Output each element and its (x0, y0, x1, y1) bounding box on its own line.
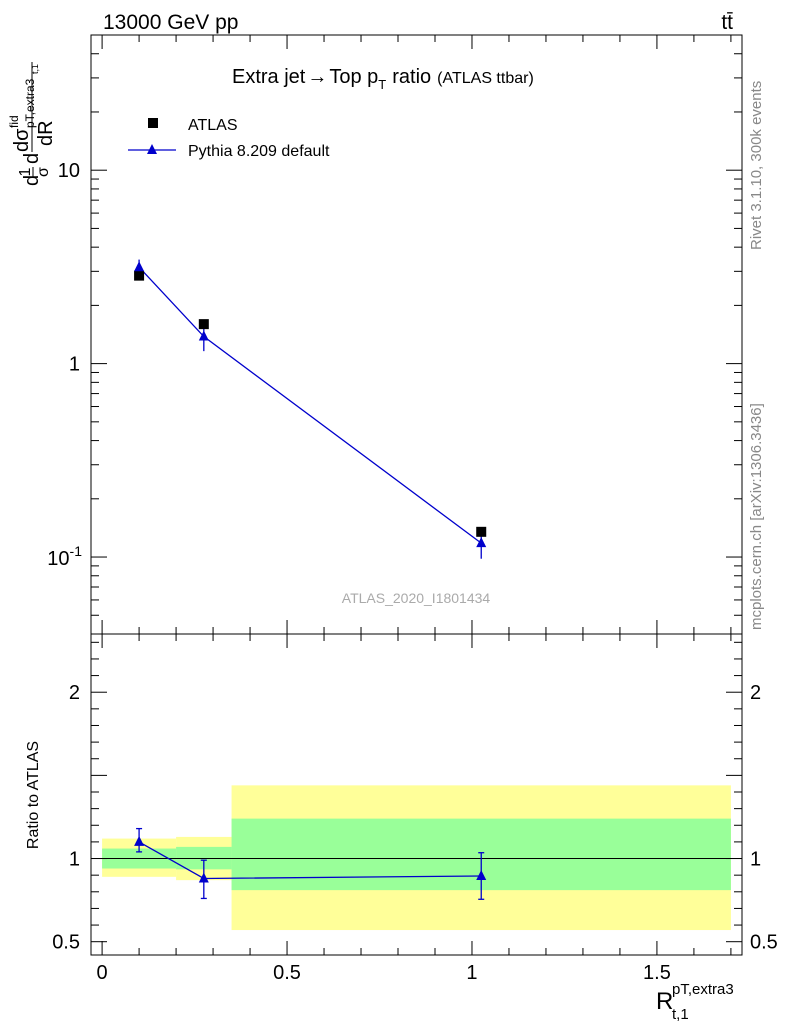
x-tick-label: 1.5 (643, 962, 671, 984)
xlabel-main: R (656, 988, 673, 1015)
xlabel-sup: pT,extra3 (672, 981, 734, 998)
ylabel-sub2: t,1 (30, 64, 40, 74)
ratio-y-tick-label-right: 1 (750, 849, 761, 871)
ratio-pythia-point (476, 869, 487, 880)
ratio-axis-ticks (91, 634, 742, 955)
ratio-y-tick-label-right: 0.5 (750, 932, 778, 954)
ratio-y-tick-label: 2 (69, 682, 80, 704)
legend-pythia-marker (147, 144, 157, 154)
ratio-panel: 0.5 0.5 1 1 2 2 0 0.5 1 1.5 Ratio to ATLAS R pT,… (25, 633, 778, 1023)
x-tick-label: 1 (466, 962, 477, 984)
ratio-pythia-point (198, 872, 209, 883)
ylabel-dsigma: dσ (11, 128, 33, 152)
main-y-axis-label: d 1 σ d dσ fid pT,extra3 t,1 dR (7, 62, 57, 186)
ratio-y-tick-label-right: 2 (750, 682, 761, 704)
atlas-data-point (198, 319, 209, 330)
main-y-tick-labels: 10-1 1 10 (47, 160, 82, 570)
x-axis-label: R (656, 988, 673, 1015)
ratio-series-layer (134, 827, 487, 900)
title-note: (ATLAS ttbar) (437, 70, 534, 87)
mcplots-label: mcplots.cern.ch [arXiv:1306.3436] (748, 403, 765, 630)
title-tail: ratio (392, 66, 431, 88)
title-lead: Extra jet (232, 66, 306, 88)
main-y-tick-label: 10 (58, 160, 80, 182)
main-panel: 10-1 1 10 Extra jet → Top pT ratio (ATLAS ttba… (7, 34, 743, 635)
pythia-point (476, 537, 487, 548)
ylabel-fid: fid (7, 115, 21, 128)
analysis-id-label: ATLAS_2020_I1801434 (342, 590, 491, 606)
ylabel-d2: d (21, 153, 43, 164)
atlas-data-point (134, 270, 145, 281)
main-y-tick-label: 10-1 (47, 543, 82, 570)
ratio-uncertainty-bands (102, 785, 731, 931)
x-tick-label: 0 (97, 962, 108, 984)
ratio-y-tick-label: 1 (69, 849, 80, 871)
main-series-layer (134, 259, 487, 559)
main-axis-ticks (91, 34, 742, 635)
x-tick-labels: 0 0.5 1 1.5 (97, 962, 671, 984)
svg-text:d: d (21, 175, 43, 186)
title-main: Top p (329, 66, 378, 88)
ratio-y-tick-labels: 0.5 0.5 1 1 2 2 (52, 682, 778, 953)
main-y-tick-label: 1 (69, 354, 80, 376)
xlabel-sub: t,1 (672, 1006, 689, 1023)
ylabel-d: d (21, 175, 43, 186)
atlas-data-point (476, 526, 487, 537)
ratio-plot-frame (90, 633, 743, 956)
ratio-y-tick-label: 0.5 (52, 932, 80, 954)
ratio-pythia-point (134, 835, 145, 846)
title-sub: T (378, 77, 386, 92)
pythia-line (138, 266, 482, 544)
pythia-point (198, 330, 209, 341)
legend: ATLAS Pythia 8.209 default (128, 117, 330, 160)
x-tick-label: 0.5 (273, 962, 301, 984)
legend-atlas-marker (148, 118, 158, 128)
title-arrow: → (307, 66, 327, 88)
plot-title: Extra jet → Top pT ratio (ATLAS ttbar) (232, 66, 534, 92)
rivet-version-label: Rivet 3.1.10, 300k events (748, 81, 765, 250)
ylabel-frac1-den: σ (35, 167, 52, 177)
pythia-point (134, 261, 145, 272)
ratio-y-axis-label: Ratio to ATLAS (25, 741, 42, 849)
process-label: tt̄ (721, 11, 733, 34)
legend-atlas-label: ATLAS (188, 117, 238, 134)
ylabel-den: dR (35, 120, 57, 146)
energy-label: 13000 GeV pp (103, 11, 238, 34)
ylabel-frac1-num: 1 (17, 167, 34, 176)
legend-pythia-label: Pythia 8.209 default (188, 143, 330, 160)
ylabel-sub: pT,extra3 (23, 78, 37, 128)
